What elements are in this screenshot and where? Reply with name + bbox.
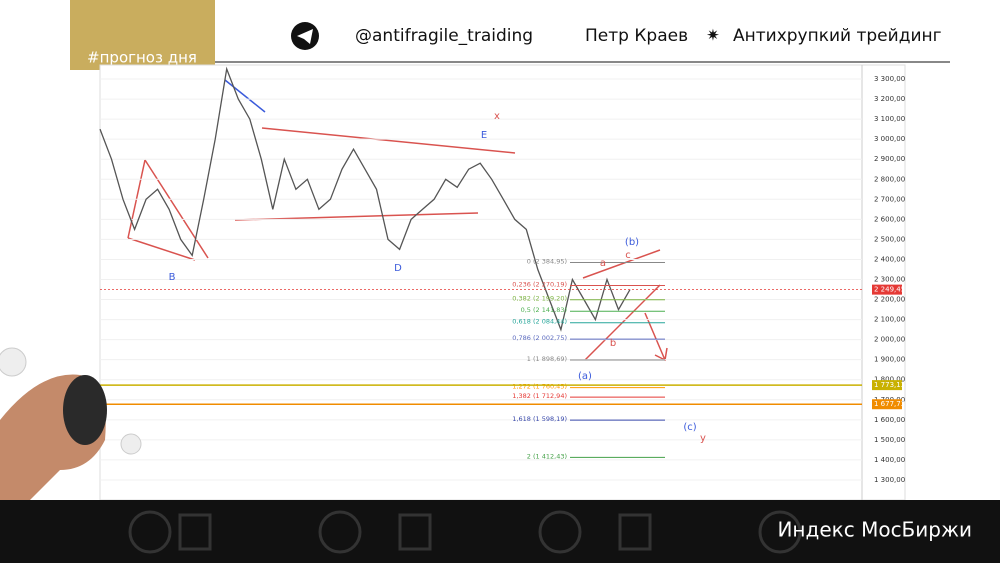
tag-box: [70, 0, 215, 70]
fib-label: 0,786 (2 002,75): [512, 334, 567, 342]
wave-label: a: [600, 258, 606, 269]
wave-label: D: [394, 263, 402, 274]
footer: [0, 500, 1000, 563]
wave-label: (a): [578, 371, 592, 382]
footer-title: Индекс МосБиржи: [777, 518, 972, 542]
y-tick-label: 2 100,00: [874, 316, 905, 324]
y-tick-label: 3 300,00: [874, 75, 905, 83]
wave-label: y: [700, 433, 706, 444]
y-tick-label: 1 600,00: [874, 416, 905, 424]
y-tick-label: 2 700,00: [874, 195, 905, 203]
author: Петр Краев: [585, 26, 688, 46]
y-tick-label: 3 200,00: [874, 95, 905, 103]
footer-logos: [128, 510, 802, 554]
price-marker-label: 2 249,45: [874, 286, 905, 294]
wave-label: b: [610, 338, 616, 349]
fib-label: 2 (1 412,43): [527, 452, 567, 460]
y-tick-label: 2 600,00: [874, 215, 905, 223]
fib-label: 1 (1 898,69): [527, 355, 567, 363]
y-tick-label: 1 900,00: [874, 356, 905, 364]
y-tick-label: 2 300,00: [874, 275, 905, 283]
fib-label: 1,618 (1 598,19): [512, 415, 567, 423]
pearl: [0, 347, 27, 377]
separator-star: ✷: [706, 26, 719, 45]
channel: @antifragile_traiding: [355, 26, 533, 46]
fib-label: 1,382 (1 712,94): [512, 392, 567, 400]
y-tick-label: 2 400,00: [874, 255, 905, 263]
wave-label: (c): [683, 422, 696, 433]
price-marker-box: [872, 284, 902, 295]
y-tick-label: 2 800,00: [874, 175, 905, 183]
y-tick-label: 1 400,00: [874, 456, 905, 464]
brand: Антихрупкий трейдинг: [733, 26, 942, 46]
fib-label: 0,382 (2 199,20): [512, 295, 567, 303]
trend-lines: [127, 127, 668, 362]
telegram-plane: [297, 29, 313, 44]
mouse-decor: [63, 375, 107, 445]
price-marker-label: 1 773,13: [874, 381, 905, 389]
y-tick-label: 1 300,00: [874, 476, 905, 484]
price-marker-label: 1 677,73: [874, 400, 905, 408]
y-tick-label: 2 000,00: [874, 336, 905, 344]
y-tick-label: 2 200,00: [874, 296, 905, 304]
price-marker-box: [872, 380, 902, 391]
y-tick-label: 1 800,00: [874, 376, 905, 384]
wave-label: B: [169, 272, 176, 283]
price-marker-box: [872, 399, 902, 410]
y-tick-label: 1 500,00: [874, 436, 905, 444]
wave-label: x: [494, 111, 500, 122]
chart-area: [99, 64, 906, 501]
y-tick-label: 3 000,00: [874, 135, 905, 143]
trend-line-blue: [224, 79, 266, 113]
tag: #прогноз дня: [87, 49, 197, 67]
price-line: [99, 66, 631, 332]
y-tick-label: 3 100,00: [874, 115, 905, 123]
wave-label: (b): [625, 237, 639, 248]
y-tick-label: 2 900,00: [874, 155, 905, 163]
pearl: [120, 433, 142, 455]
fib-label: 1,272 (1 760,45): [512, 383, 567, 391]
y-tick-label: 2 500,00: [874, 235, 905, 243]
fib-label: 0,236 (2 270,19): [512, 280, 567, 288]
fib-label: 0,618 (2 084,44): [512, 318, 567, 326]
wave-label: E: [481, 130, 487, 141]
fib-label: 0 (2 384,95): [527, 257, 567, 265]
wave-label: c: [625, 250, 631, 261]
fib-label: 0,5 (2 141,83): [521, 306, 567, 314]
